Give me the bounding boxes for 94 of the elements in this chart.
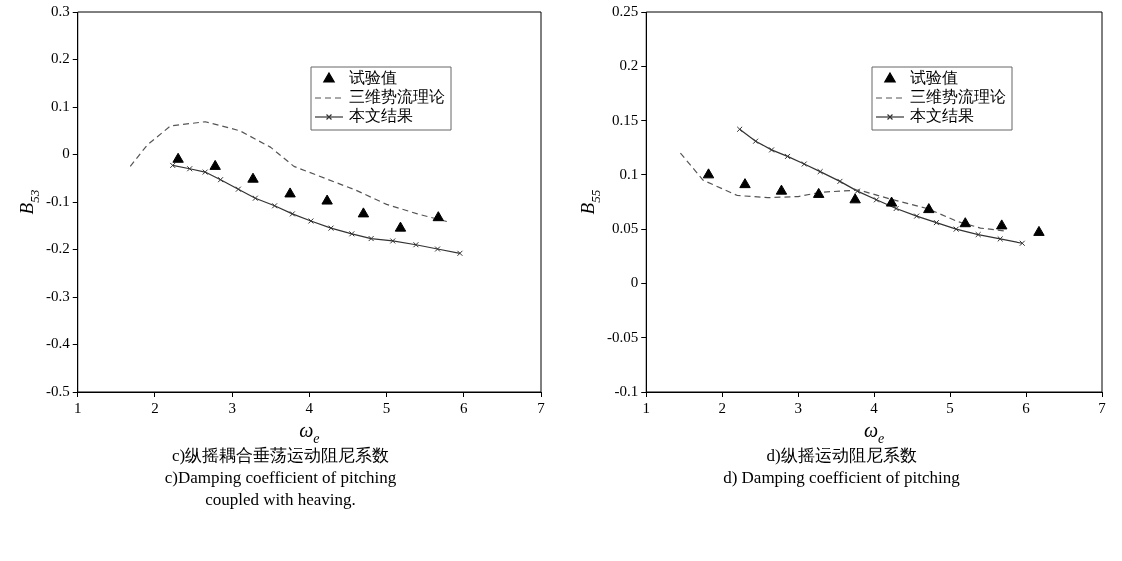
point [432,211,444,222]
legend-label: 本文结果 [348,107,413,125]
y-tick-label: -0.3 [45,287,70,304]
x-tick-label: 3 [227,399,236,416]
point [853,188,860,195]
point [738,178,751,189]
legend-label: 试验值 [348,69,397,87]
point [892,205,899,212]
x-tick-label: 6 [459,399,468,416]
point [800,161,807,167]
text: c)纵摇耦合垂荡运动阻尼系数 [171,445,390,467]
x-tick-label: 3 [793,399,802,416]
y-tick-label: 0.25 [611,2,638,19]
y-tick-label: 0.05 [611,220,638,237]
point [1018,240,1025,247]
point [288,210,295,217]
point [932,219,939,226]
point [1032,225,1045,236]
point [394,221,406,232]
x-tick-label: 1 [73,399,81,416]
point [995,219,1007,230]
y-tick-label: -0.05 [606,328,638,345]
point [913,213,920,220]
point [169,162,176,169]
point [996,235,1003,242]
x-tick-label: 1 [642,399,650,416]
y-axis-title: B53 [15,189,42,215]
point [775,184,787,195]
y-tick-label: -0.5 [45,382,70,399]
x-tick-label: 6 [1021,399,1030,416]
legend-label: 三维势流理论 [348,88,445,106]
x-tick-label: 5 [382,399,390,416]
point [201,169,208,176]
y-tick-label: 0.2 [619,57,638,74]
point [412,241,419,248]
y-tick-label: 0.1 [50,97,70,114]
point [357,207,369,218]
point [768,146,775,153]
x-tick-label: 7 [1097,399,1106,416]
text: c)Damping coefficient of pitching coupled with heaving. [163,467,398,511]
point [922,203,935,214]
point [952,226,959,233]
point [283,187,296,198]
legend-label: 试验值 [909,69,958,87]
y-tick-label: 0 [61,145,70,162]
y-tick-label: -0.1 [614,382,638,399]
x-tick-label: 4 [305,399,314,416]
y-tick-label: -0.1 [45,192,70,209]
point [784,153,790,160]
line-series [129,121,449,223]
x-tick-label: 7 [536,399,545,416]
y-axis-title: B55 [576,189,603,215]
point [389,237,396,244]
y-tick-label: 0.15 [611,111,638,128]
legend-label: 本文结果 [909,107,974,125]
y-tick-label: 0.3 [50,2,70,19]
point [434,246,441,252]
point [816,168,823,175]
point [271,202,278,209]
point [186,165,193,172]
point [348,230,355,237]
point [367,235,374,242]
y-tick-label: 0.1 [619,165,638,182]
point [848,193,861,204]
y-tick-label: 0 [630,274,638,291]
point [812,187,824,198]
text: d)纵摇运动阻尼系数 [766,445,917,467]
x-tick-label: 5 [945,399,954,416]
x-tick-label: 2 [150,399,159,416]
x-tick-label: 2 [717,399,726,416]
point [208,159,221,170]
point [234,186,241,193]
legend-label: 三维势流理论 [909,88,1006,106]
point [246,172,259,183]
point [885,196,897,207]
point [702,168,714,179]
y-tick-label: -0.2 [45,240,70,257]
x-tick-label: 4 [869,399,878,416]
text: d) Damping coefficient of pitching [723,467,960,489]
point [836,178,843,185]
point [171,152,184,163]
point [217,176,224,183]
y-tick-label: -0.4 [45,335,70,352]
point [872,196,879,203]
point [959,217,971,228]
point [307,218,314,224]
point [327,225,334,232]
point [752,138,759,145]
point [251,195,258,202]
point [974,231,981,238]
point [320,194,333,205]
y-tick-label: 0.2 [50,50,70,67]
point [736,126,743,133]
point [456,250,463,257]
